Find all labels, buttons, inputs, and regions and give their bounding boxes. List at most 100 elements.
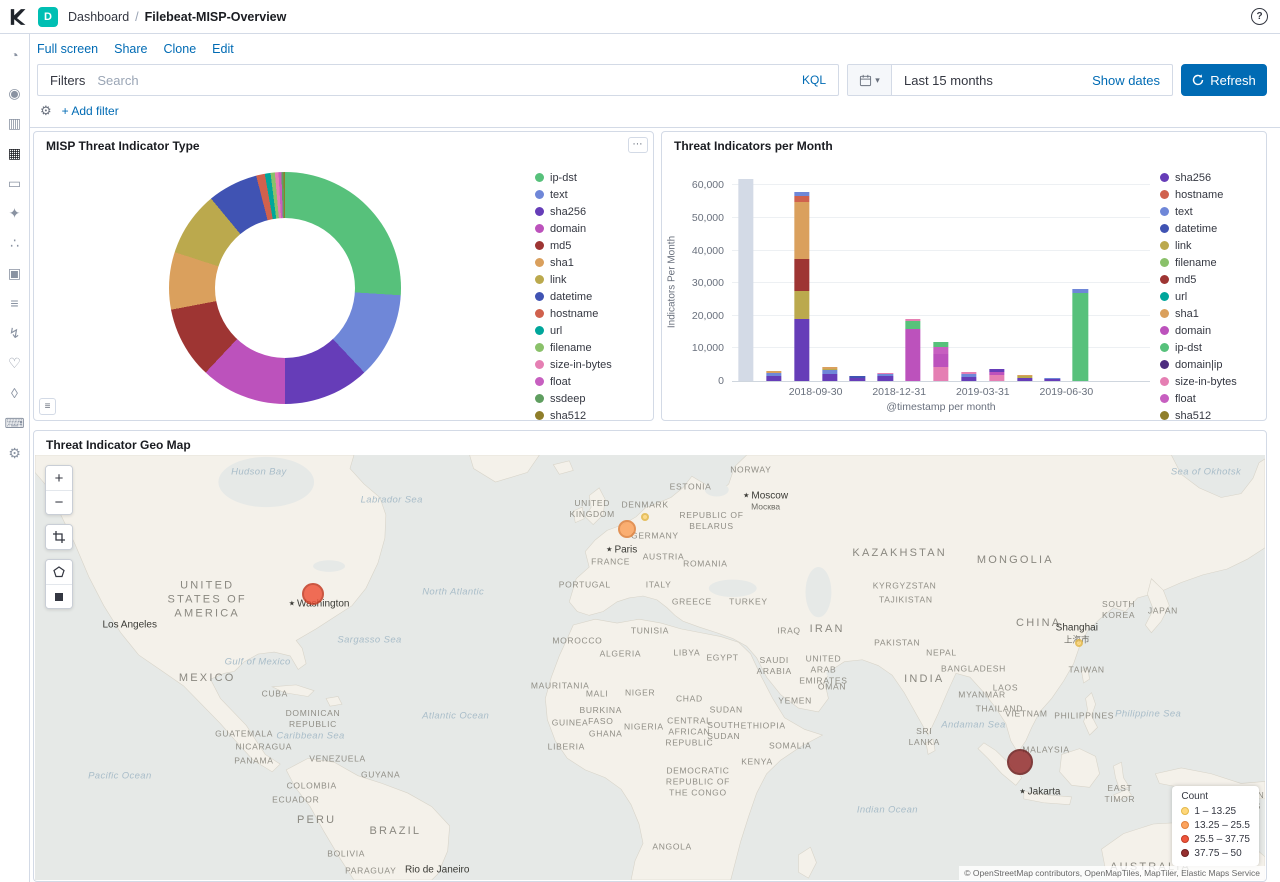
bar-2019-04[interactable] bbox=[989, 169, 1005, 381]
search-input[interactable] bbox=[97, 65, 790, 95]
map-bubble[interactable] bbox=[301, 583, 324, 606]
legend-item-sha512[interactable]: sha512 bbox=[1160, 407, 1262, 420]
add-filter-button[interactable]: + Add filter bbox=[61, 104, 119, 118]
legend-item-url[interactable]: url bbox=[1160, 288, 1262, 305]
map-label-algeria: ALGERIA bbox=[599, 648, 642, 659]
legend-toggle-icon[interactable]: ≡ bbox=[39, 398, 56, 415]
kql-button[interactable]: KQL bbox=[801, 73, 826, 87]
recently-viewed-icon[interactable]: ◔ bbox=[10, 47, 19, 63]
discover-icon[interactable]: ◉ bbox=[8, 84, 21, 101]
logs-icon[interactable]: ≡ bbox=[10, 295, 19, 311]
panel-options-icon[interactable]: ⋯ bbox=[628, 137, 648, 153]
bar-2019-01[interactable] bbox=[905, 169, 921, 381]
legend-item-text[interactable]: text bbox=[535, 186, 647, 203]
apm-icon[interactable]: ↯ bbox=[8, 324, 21, 341]
legend-item-md5[interactable]: md5 bbox=[535, 237, 647, 254]
legend-item-sha256[interactable]: sha256 bbox=[535, 203, 647, 220]
map-label-turkey: TURKEY bbox=[729, 596, 768, 607]
map-label-oman: OMAN bbox=[817, 681, 847, 692]
dashboard-grid: MISP Threat Indicator Type ⋯ ip-dst text s… bbox=[30, 128, 1280, 882]
infrastructure-icon[interactable]: ▣ bbox=[7, 264, 22, 281]
legend-item-sha256[interactable]: sha256 bbox=[1160, 169, 1262, 186]
legend-item-hostname[interactable]: hostname bbox=[535, 305, 647, 322]
menu-link-full-screen[interactable]: Full screen bbox=[37, 42, 99, 56]
y-tick-label: 0 bbox=[718, 375, 724, 387]
map-bubble[interactable] bbox=[617, 519, 636, 538]
legend-item-url[interactable]: url bbox=[535, 322, 647, 339]
legend-item-sha1[interactable]: sha1 bbox=[1160, 305, 1262, 322]
legend-item-link[interactable]: link bbox=[1160, 237, 1262, 254]
legend-item-ip-dst[interactable]: ip-dst bbox=[1160, 339, 1262, 356]
dashboard-icon[interactable]: ▦ bbox=[7, 144, 22, 161]
bar-2019-05[interactable] bbox=[1016, 169, 1033, 381]
kibana-logo-icon[interactable] bbox=[8, 8, 26, 26]
bar-2019-06[interactable] bbox=[1044, 169, 1061, 381]
legend-item-domain-ip[interactable]: domain|ip bbox=[1160, 356, 1262, 373]
menu-link-share[interactable]: Share bbox=[114, 42, 148, 56]
filters-button[interactable]: Filters bbox=[38, 65, 97, 95]
legend-item-md5[interactable]: md5 bbox=[1160, 271, 1262, 288]
legend-item-sha512[interactable]: sha512 bbox=[535, 407, 647, 420]
bar-2018-12[interactable] bbox=[877, 169, 893, 381]
dev-tools-icon[interactable]: ⌨ bbox=[4, 414, 25, 431]
map-bubble[interactable] bbox=[1007, 748, 1034, 775]
bar-2019-02[interactable] bbox=[933, 169, 949, 381]
menu-link-clone[interactable]: Clone bbox=[163, 42, 197, 56]
bar-2018-09[interactable] bbox=[794, 169, 810, 381]
map-label-sargasso-sea: Sargasso Sea bbox=[337, 634, 402, 646]
show-dates-button[interactable]: Show dates bbox=[1092, 72, 1160, 88]
legend-item-domain[interactable]: domain bbox=[1160, 322, 1262, 339]
bar-2019-07[interactable] bbox=[1072, 169, 1088, 381]
map-label-ethiopia: ETHIOPIA bbox=[740, 720, 786, 731]
quick-select-button[interactable]: ▾ bbox=[848, 65, 892, 95]
siem-icon[interactable]: ◊ bbox=[11, 385, 18, 401]
legend-item-datetime[interactable]: datetime bbox=[535, 288, 647, 305]
bar-2018-07[interactable] bbox=[738, 169, 754, 381]
time-range-value[interactable]: Last 15 months bbox=[904, 72, 993, 88]
legend-item-sha1[interactable]: sha1 bbox=[535, 254, 647, 271]
legend-swatch bbox=[1160, 207, 1169, 216]
filter-options-gear-icon[interactable]: ⚙ bbox=[40, 103, 52, 118]
map-bubble[interactable] bbox=[641, 513, 650, 522]
legend-item-size-in-bytes[interactable]: size-in-bytes bbox=[535, 356, 647, 373]
map-legend-row: 1 – 13.25 bbox=[1181, 804, 1250, 818]
visualize-icon[interactable]: ▥ bbox=[7, 114, 22, 131]
space-avatar[interactable]: D bbox=[38, 6, 58, 27]
menu-link-edit[interactable]: Edit bbox=[212, 42, 234, 56]
bar-plot[interactable]: @timestamp per month 0 10,000 20,000 30,000… bbox=[692, 169, 1150, 413]
legend-item-ssdeep[interactable]: ssdeep bbox=[535, 390, 647, 407]
bar-2018-11[interactable] bbox=[849, 169, 866, 381]
bar-2019-03[interactable] bbox=[961, 169, 977, 381]
map-bubble[interactable] bbox=[1075, 638, 1084, 647]
donut-chart[interactable] bbox=[168, 171, 401, 404]
legend-item-float[interactable]: float bbox=[1160, 390, 1262, 407]
legend-item-domain[interactable]: domain bbox=[535, 220, 647, 237]
legend-item-size-in-bytes[interactable]: size-in-bytes bbox=[1160, 373, 1262, 390]
draw-polygon-button[interactable] bbox=[46, 560, 72, 584]
draw-bounds-button[interactable] bbox=[46, 584, 72, 608]
breadcrumb-dashboard[interactable]: Dashboard bbox=[68, 9, 130, 24]
map-label-iran: IRAN bbox=[809, 623, 845, 636]
legend-item-filename[interactable]: filename bbox=[535, 339, 647, 356]
legend-swatch bbox=[535, 275, 544, 284]
legend-item-hostname[interactable]: hostname bbox=[1160, 186, 1262, 203]
management-icon[interactable]: ⚙ bbox=[8, 444, 21, 461]
refresh-button[interactable]: Refresh bbox=[1181, 64, 1267, 96]
maps-icon[interactable]: ✦ bbox=[8, 204, 21, 221]
canvas-icon[interactable]: ▭ bbox=[7, 174, 22, 191]
legend-item-datetime[interactable]: datetime bbox=[1160, 220, 1262, 237]
zoom-out-button[interactable]: − bbox=[46, 490, 72, 514]
uptime-icon[interactable]: ♡ bbox=[8, 354, 21, 371]
legend-item-float[interactable]: float bbox=[535, 373, 647, 390]
legend-item-filename[interactable]: filename bbox=[1160, 254, 1262, 271]
bar-2018-10[interactable] bbox=[821, 169, 838, 381]
crop-tool-button[interactable] bbox=[46, 525, 72, 549]
map-canvas[interactable]: Hudson Bay Labrador Sea Sea of Okhotsk Nort… bbox=[35, 455, 1265, 880]
legend-item-text[interactable]: text bbox=[1160, 203, 1262, 220]
zoom-in-button[interactable]: + bbox=[46, 466, 72, 490]
bar-2018-08[interactable] bbox=[766, 169, 782, 381]
legend-item-link[interactable]: link bbox=[535, 271, 647, 288]
machine-learning-icon[interactable]: ∴ bbox=[10, 234, 19, 251]
legend-item-ip-dst[interactable]: ip-dst bbox=[535, 169, 647, 186]
help-icon[interactable]: ? bbox=[1251, 8, 1268, 25]
